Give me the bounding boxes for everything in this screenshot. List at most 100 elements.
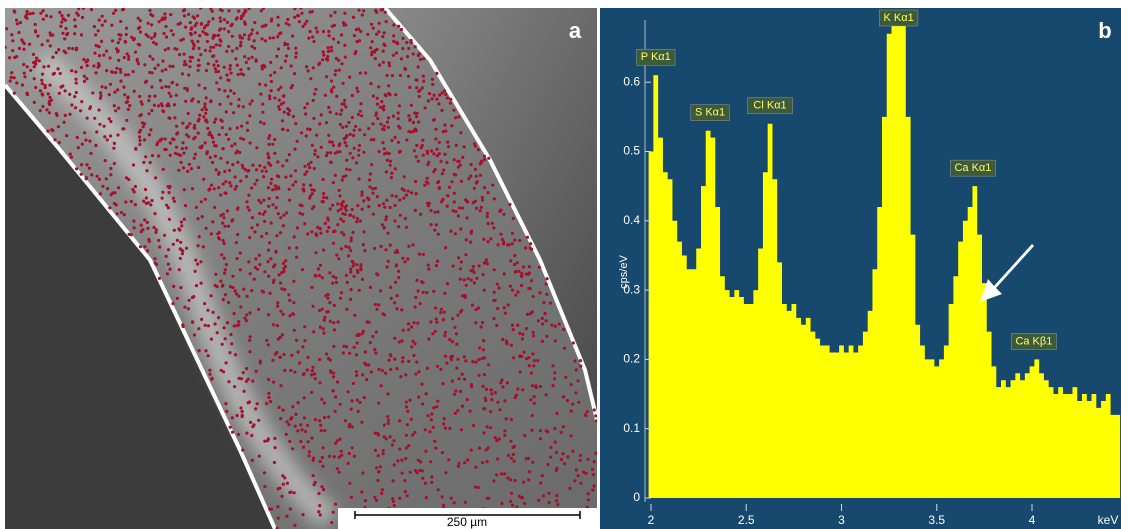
dot [12,91,16,95]
dot [182,217,186,221]
dot [319,429,323,433]
dot [286,42,290,47]
dot [419,212,423,216]
dot [383,43,387,48]
dot [277,175,281,179]
dot [343,206,347,210]
dot [420,469,424,473]
dot [157,238,161,242]
dot [208,49,212,53]
dot [58,71,62,76]
dot [577,400,581,404]
dot [268,291,272,295]
dot [183,86,187,90]
dot [235,63,239,67]
dot [414,155,418,159]
dot [396,117,400,121]
dot [296,429,300,433]
dot [332,328,336,332]
dot [412,321,416,325]
dot [201,245,205,249]
dot [322,487,326,492]
dot [227,44,231,49]
dot [463,295,467,299]
dot [169,29,173,33]
dot [385,120,390,124]
dot [559,457,564,462]
dot [592,460,596,464]
dot [397,24,401,28]
dot [150,154,155,158]
dot [281,408,285,412]
dot [276,23,280,27]
dot [518,238,522,243]
dot [579,481,583,485]
dot [10,71,14,75]
dot [445,160,449,165]
dot [458,163,462,167]
dot [540,316,545,320]
dot [450,180,454,184]
dot [338,122,342,127]
peak-label-box [1011,333,1057,350]
dot [35,56,39,60]
dot [306,355,310,359]
dot [310,10,314,14]
dot [295,139,299,143]
dot [452,191,456,195]
dot [326,49,331,54]
dot [281,94,286,98]
dot [267,196,271,201]
dot [197,58,201,62]
dot [305,368,309,372]
dot [192,295,196,299]
dot [357,177,361,181]
dot [179,160,183,164]
dot [432,118,436,122]
dot [248,272,252,276]
dot [338,194,342,198]
spectrum [648,12,1121,499]
dot [405,423,409,427]
dot [336,320,340,324]
dot [406,322,411,326]
dot [170,80,175,84]
dot [452,158,456,162]
dot [275,234,279,238]
dot [235,292,239,296]
dot [340,204,344,208]
dot [328,110,332,114]
dot [469,383,473,387]
dot [210,9,214,13]
dot [407,114,411,118]
dot [390,194,394,198]
dot [521,332,525,336]
dot [475,276,479,280]
dot [166,248,171,252]
dot [306,423,310,427]
dot [167,85,171,89]
dot [510,231,515,235]
dot [55,113,59,117]
dot [532,401,536,405]
dot [379,289,383,293]
dot [351,381,355,385]
dot [241,166,245,170]
dot [371,212,375,216]
dot [432,152,436,156]
dot [37,59,41,63]
dot [356,409,360,413]
dot [117,106,121,110]
dot [360,114,364,118]
dot [522,480,526,484]
dot [195,21,199,25]
dot [336,209,340,213]
dot [237,376,241,380]
dot [500,237,504,241]
dot [409,130,413,134]
dot [307,454,311,458]
dot [200,144,204,148]
dot [21,40,25,44]
dot [367,363,371,367]
dot [227,380,231,384]
